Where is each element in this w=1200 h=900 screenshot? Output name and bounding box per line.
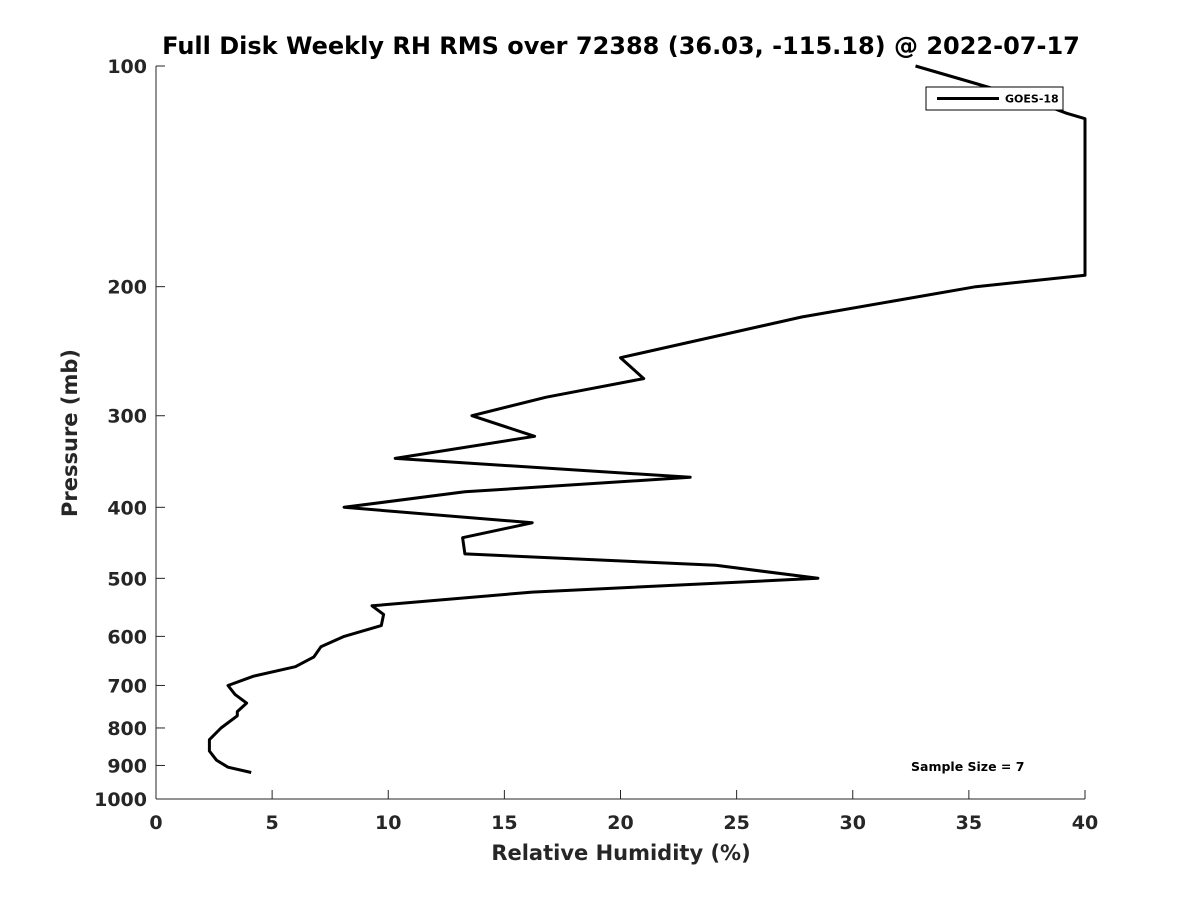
- series-line-goes-18: [207, 64, 1087, 774]
- y-tick-label: 100: [107, 56, 147, 78]
- y-axis-label: Pressure (mb): [58, 349, 82, 517]
- y-tick-label: 600: [107, 626, 147, 648]
- y-tick-label: 900: [107, 755, 147, 777]
- x-axis-label: Relative Humidity (%): [491, 841, 750, 865]
- sample-size-note: Sample Size = 7: [911, 759, 1024, 774]
- legend: GOES-18: [925, 86, 1064, 111]
- y-tick-label: 400: [107, 497, 147, 519]
- x-tick-label: 25: [723, 812, 749, 834]
- x-tick-label: 20: [607, 812, 633, 834]
- x-tick-label: 15: [491, 812, 517, 834]
- x-tick-label: 35: [956, 812, 982, 834]
- axes: [155, 66, 1085, 800]
- axis-ticks: 0 5 10 15 20 25 30 35 40 100 200 300 400 500 600 700 800…: [94, 56, 1098, 834]
- x-tick-label: 0: [149, 812, 162, 834]
- x-tick-label: 30: [840, 812, 866, 834]
- y-tick-label: 300: [107, 406, 147, 428]
- legend-label-goes-18: GOES-18: [1005, 93, 1059, 106]
- x-tick-label: 5: [266, 812, 279, 834]
- y-tick-label: 1000: [94, 789, 147, 811]
- x-tick-label: 40: [1072, 812, 1098, 834]
- y-tick-label: 700: [107, 675, 147, 697]
- series-group: [207, 64, 1087, 774]
- y-tick-label: 200: [107, 277, 147, 299]
- y-tick-label: 500: [107, 568, 147, 590]
- y-tick-label: 800: [107, 718, 147, 740]
- x-tick-label: 10: [375, 812, 401, 834]
- chart-title: Full Disk Weekly RH RMS over 72388 (36.0…: [162, 32, 1080, 60]
